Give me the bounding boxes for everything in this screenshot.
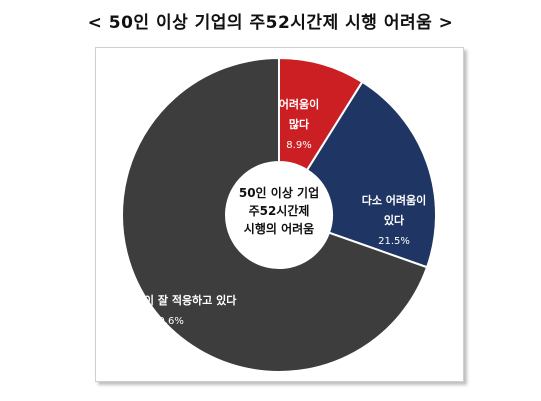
slice-category-label: 많다 [289, 117, 310, 131]
slice-category-label: 있다 [384, 213, 405, 227]
slice-2 [305, 80, 437, 269]
center-label-line: 50인 이상 기업 [239, 185, 319, 200]
slice-category-label: 다소 어려움이 [362, 193, 427, 207]
slice-3 [121, 56, 429, 373]
slice-value-label: 8.9% [286, 140, 311, 151]
slice-category-label: 어려움이 [279, 97, 319, 111]
slice-category-label: 어려움 없이 잘 적응하고 있다 [100, 293, 238, 307]
slice-value-label: 69.6% [152, 316, 184, 327]
chart-title: < 50인 이상 기업의 주52시간제 시행 어려움 > [87, 13, 454, 33]
center-label-line: 시행의 어려움 [244, 221, 314, 236]
center-label-line: 주52시간제 [249, 203, 310, 218]
slice-value-label: 21.5% [378, 236, 410, 247]
slice-label-3: 어려움 없이 잘 적응하고 있다 69.6% [100, 293, 238, 327]
